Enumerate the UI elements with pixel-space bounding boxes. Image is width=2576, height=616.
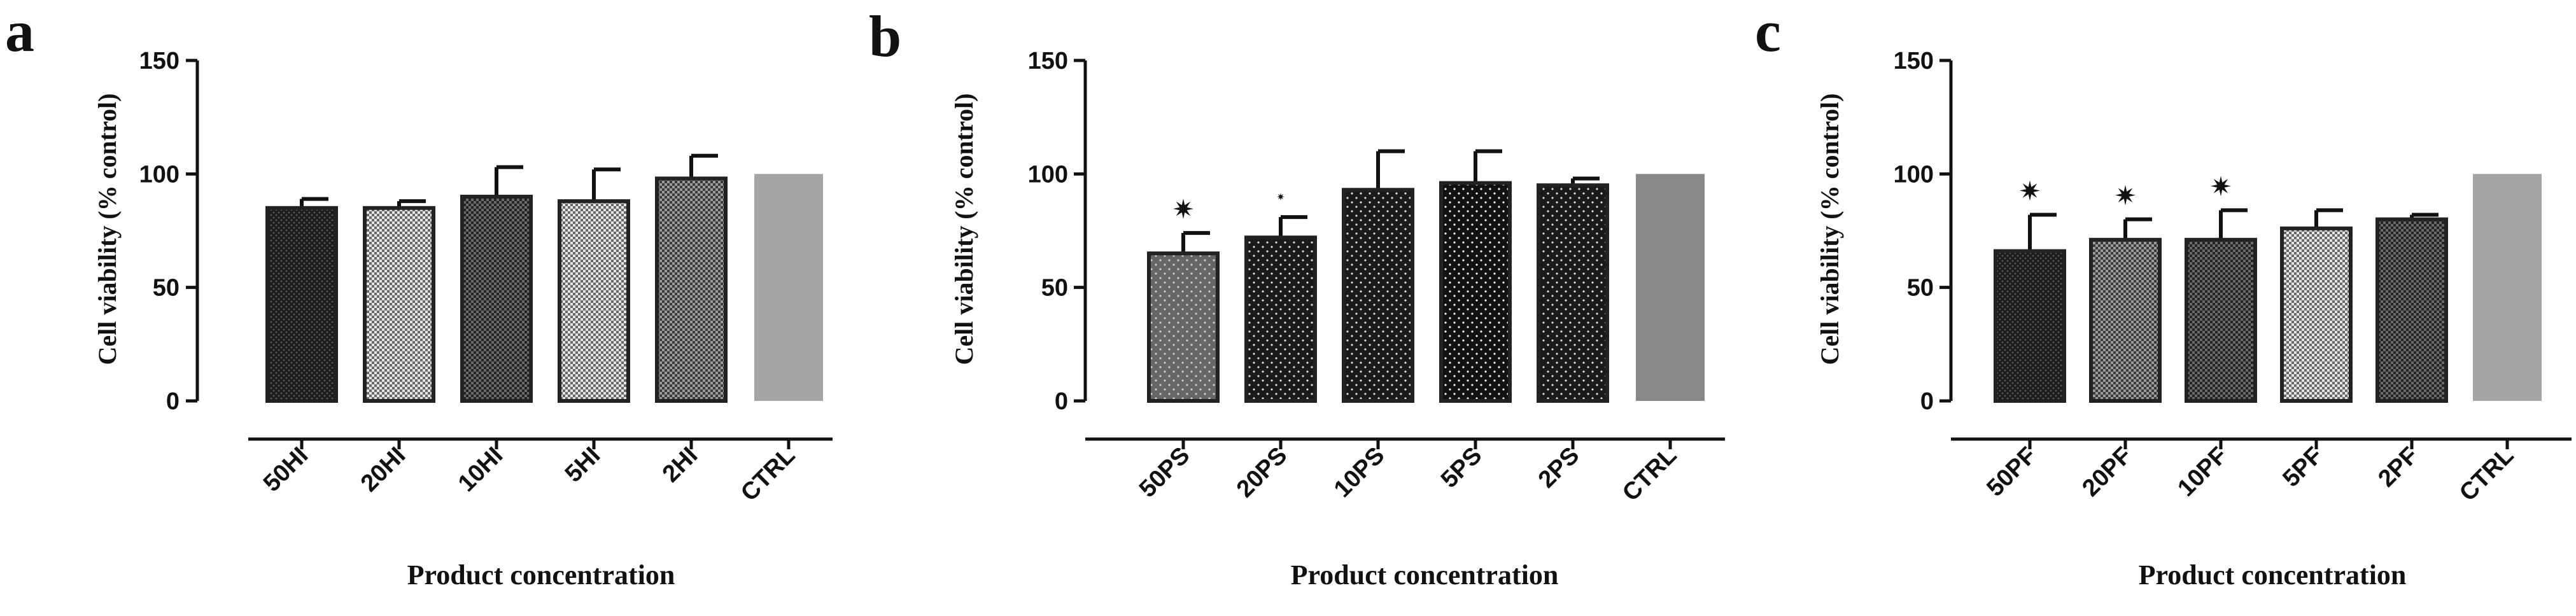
x-tick-label: 50HI [258,442,313,497]
y-axis-label: Cell viability (% control) [93,94,122,365]
y-tick-label: 0 [1920,388,1934,415]
x-tick-label: 5HI [560,442,606,488]
y-tick-label: 100 [139,161,179,188]
y-axis-label: Cell viability (% control) [1815,94,1844,365]
y-tick-label: 0 [1055,388,1068,415]
y-tick-label: 150 [139,48,179,74]
panel-letter-a: a [5,0,34,64]
y-tick-label: 100 [1028,161,1068,188]
bar-ctrl [1636,174,1705,401]
x-tick-label: 2PF [2373,442,2423,493]
bar-50hi [265,206,338,403]
panel-a: a Cell viability (% control) Product con… [5,0,833,591]
x-tick-label: 2PS [1533,442,1584,493]
plot-area-c: 0 50 100 150 50PF 20PF 10PF 5PF 2PF CTRL [1894,48,2572,507]
bar-ctrl [754,174,823,401]
x-tick-label: 10PF [2172,442,2232,502]
x-tick-label: 20PF [2077,442,2137,502]
x-axis-label: Product concentration [2139,559,2407,591]
plot-area-a: 0 50 100 150 50HI 20HI 10HI 5HI 2HI CTRL [139,48,833,507]
y-tick-label: 0 [166,388,179,415]
x-tick-label: CTRL [1617,442,1682,507]
significance-marker [2115,185,2136,206]
bar-10hi [460,195,533,403]
panel-b: b Cell viability (% control) Product con… [869,4,1725,591]
y-tick-label: 150 [1894,48,1934,74]
x-tick-label: CTRL [2454,442,2519,507]
x-axis-label: Product concentration [1291,559,1559,591]
x-tick-label: 20HI [356,442,411,497]
bar-10pf [2185,237,2257,403]
x-tick-label: 5PF [2277,442,2328,493]
bar-5pf [2280,226,2353,403]
bar-2hi [655,176,728,403]
significance-marker [1173,199,1193,220]
bar-ctrl [2473,174,2542,401]
x-tick-label: 50PF [1981,442,2041,502]
significance-marker [2211,176,2231,197]
x-tick-label: CTRL [736,442,800,507]
x-tick-label: 10PS [1329,442,1390,503]
bar-2ps [1537,183,1609,403]
x-tick-label: 50PS [1134,442,1195,503]
y-tick-label: 50 [1041,275,1068,302]
x-axis-label: Product concentration [407,559,675,591]
significance-marker [2020,180,2040,201]
bar-50ps [1147,251,1220,403]
panel-c: c Cell viability (% control) Product con… [1755,0,2572,591]
bar-20ps [1244,235,1317,403]
x-tick-label: 2HI [658,442,703,488]
plot-area-b: 0 50 100 150 50PS 20PS 10PS 5PS 2PS CTRL [1028,48,1725,507]
significance-marker [1277,193,1284,201]
bar-20hi [363,206,435,403]
y-axis-label: Cell viability (% control) [950,94,978,365]
y-tick-label: 50 [153,275,179,302]
y-tick-label: 50 [1907,275,1934,302]
bar-2pf [2375,217,2448,403]
x-tick-label: 20PS [1232,442,1292,503]
bar-10ps [1342,188,1414,403]
bar-5hi [558,199,630,403]
bar-20pf [2089,237,2162,403]
y-tick-label: 100 [1894,161,1934,188]
x-tick-label: 5PS [1436,442,1487,493]
panel-letter-b: b [869,4,901,69]
bar-50pf [1994,249,2066,403]
bar-5ps [1439,181,1512,403]
panel-letter-c: c [1755,0,1781,64]
y-tick-label: 150 [1028,48,1068,74]
x-tick-label: 10HI [453,442,508,497]
